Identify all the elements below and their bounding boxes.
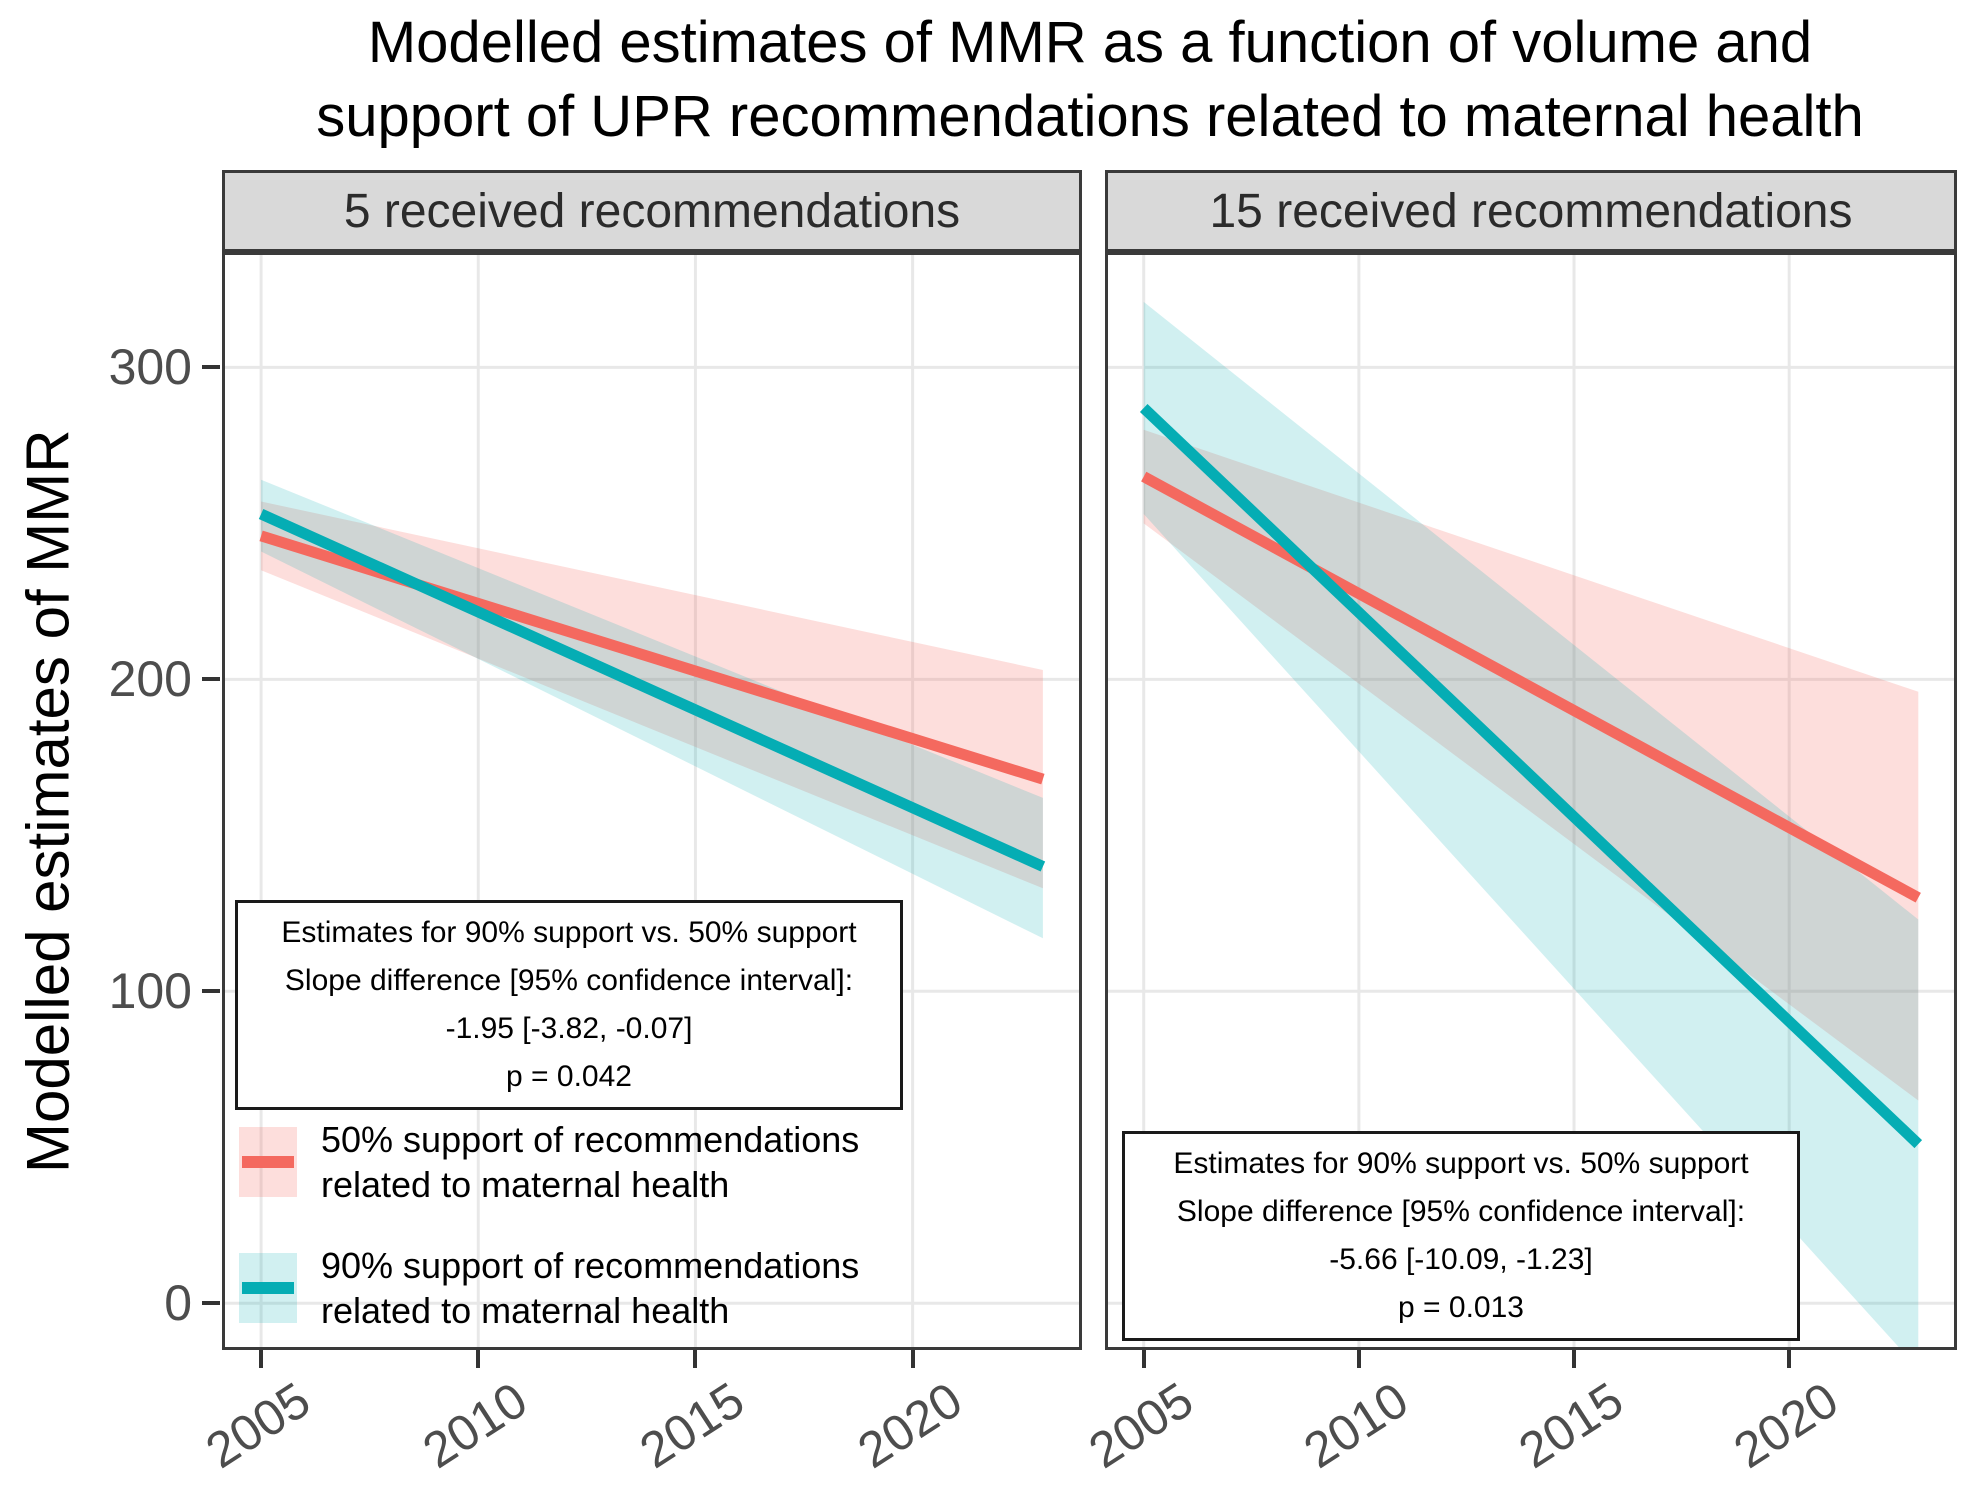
y-tick-mark	[202, 677, 220, 682]
annotation-line: Estimates for 90% support vs. 50% suppor…	[281, 916, 857, 949]
legend-item-90pct: 90% support of recommendations related t…	[239, 1243, 859, 1333]
chart-canvas-left	[225, 255, 1079, 1347]
legend-line-icon-50pct	[242, 1156, 294, 1168]
legend: 50% support of recommendations related t…	[239, 1117, 859, 1333]
facet-panel-15-received: Estimates for 90% support vs. 50% suppor…	[1105, 252, 1957, 1350]
y-tick-mark	[202, 365, 220, 370]
x-tick-label: 2005	[1078, 1371, 1203, 1480]
y-tick-label: 0	[164, 1275, 192, 1332]
legend-ribbon-swatch-50pct	[239, 1127, 297, 1197]
y-tick-label: 200	[108, 651, 192, 708]
y-tick-label: 100	[108, 963, 192, 1020]
x-tick-label: 2010	[413, 1371, 538, 1480]
confidence-ribbon-90pct	[1143, 301, 1919, 1347]
annotation-line: -1.95 [-3.82, -0.07]	[445, 1012, 693, 1045]
x-tick-mark	[259, 1350, 264, 1368]
facet-strip-5-received: 5 received recommendations	[222, 170, 1082, 252]
x-tick-mark	[693, 1350, 698, 1368]
annotation-line: Slope difference [95% confidence interva…	[284, 964, 854, 997]
x-tick-mark	[476, 1350, 481, 1368]
annotation-box-left: Estimates for 90% support vs. 50% suppor…	[235, 900, 903, 1110]
facet-panel-5-received: Estimates for 90% support vs. 50% suppor…	[222, 252, 1082, 1350]
x-tick-mark	[910, 1350, 915, 1368]
annotation-line: p = 0.042	[506, 1060, 632, 1093]
x-tick-label: 2015	[1509, 1371, 1633, 1480]
x-tick-label: 2005	[196, 1371, 320, 1480]
x-tick-mark	[1356, 1350, 1361, 1368]
x-tick-label: 2010	[1293, 1371, 1418, 1480]
x-tick-mark	[1572, 1350, 1577, 1368]
trend-line-90pct	[258, 509, 1046, 872]
y-tick-label: 300	[108, 339, 192, 396]
chart-title: Modelled estimates of MMR as a function …	[316, 10, 1864, 149]
x-tick-label: 2020	[1724, 1371, 1849, 1480]
y-axis-title: Modelled estimates of MMR	[14, 429, 82, 1173]
annotation-line: Slope difference [95% confidence interva…	[1176, 1195, 1746, 1228]
y-tick-mark	[202, 989, 220, 994]
legend-line-icon-90pct	[242, 1282, 294, 1294]
annotation-line: Estimates for 90% support vs. 50% suppor…	[1173, 1147, 1749, 1180]
facet-strip-15-received: 15 received recommendations	[1105, 170, 1957, 252]
legend-ribbon-swatch-90pct	[239, 1253, 297, 1323]
annotation-box-right: Estimates for 90% support vs. 50% suppor…	[1122, 1131, 1800, 1341]
x-tick-label: 2020	[847, 1371, 972, 1480]
y-tick-mark	[202, 1301, 220, 1306]
annotation-line: p = 0.013	[1398, 1291, 1524, 1324]
trend-line-90pct	[1139, 403, 1923, 1149]
legend-item-50pct: 50% support of recommendations related t…	[239, 1117, 859, 1207]
x-tick-mark	[1787, 1350, 1792, 1368]
annotation-line: -5.66 [-10.09, -1.23]	[1329, 1243, 1593, 1276]
x-tick-label: 2015	[630, 1371, 755, 1480]
legend-label-50pct: 50% support of recommendations related t…	[321, 1119, 860, 1205]
trend-line-50pct	[1141, 471, 1921, 903]
x-tick-mark	[1141, 1350, 1146, 1368]
legend-label-90pct: 90% support of recommendations related t…	[321, 1245, 860, 1331]
